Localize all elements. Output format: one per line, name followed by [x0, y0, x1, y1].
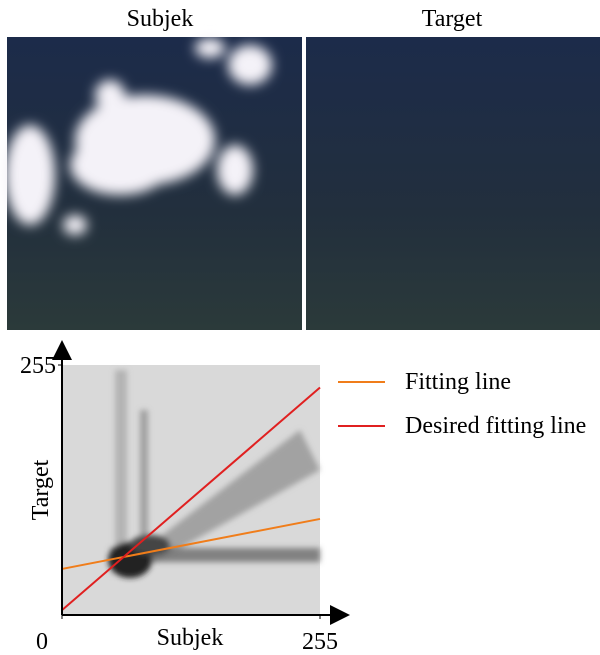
- legend-label: Fitting line: [405, 369, 512, 395]
- legend-label: Desired fitting line: [405, 413, 587, 439]
- x-axis-label: Subjek: [157, 625, 224, 651]
- fit-line: [61, 517, 321, 570]
- target-image: [306, 37, 600, 330]
- x-tick-label: 255: [302, 629, 338, 655]
- image-label: Target: [422, 6, 483, 32]
- image-label: Subjek: [127, 6, 194, 32]
- fit-line: [61, 386, 321, 611]
- subject-image: [5, 37, 302, 330]
- y-tick-label: 255: [20, 353, 56, 379]
- x-tick-label: 0: [36, 629, 48, 655]
- y-axis-label: Target: [28, 459, 54, 520]
